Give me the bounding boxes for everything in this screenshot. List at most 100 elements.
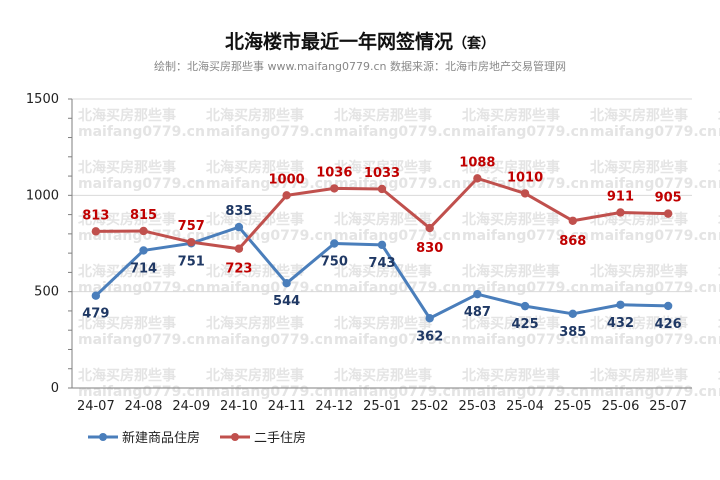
- x-tick-label: 25-03: [458, 399, 496, 414]
- data-point: [282, 191, 291, 200]
- watermark-url: maifang0779.cn: [718, 384, 720, 400]
- watermark-text: 北海买房那些事: [78, 315, 176, 332]
- watermark-text: 北海买房那些事: [206, 315, 304, 332]
- watermark-text: 北海买房那些事: [462, 263, 560, 280]
- watermark-text: 北海买房那些事: [590, 211, 688, 228]
- data-label: 479: [82, 307, 109, 322]
- watermark-text: 北海买房那些事: [462, 159, 560, 176]
- watermark-text: 北海买房那些事: [462, 315, 560, 332]
- grid-lines: [72, 98, 692, 293]
- watermark-url: maifang0779.cn: [590, 280, 717, 296]
- data-point: [282, 278, 291, 288]
- y-tick-label: 1500: [26, 92, 59, 107]
- data-point: [520, 189, 530, 198]
- watermark-url: maifang0779.cn: [718, 124, 720, 140]
- data-point: [663, 301, 673, 311]
- data-point: [663, 209, 673, 218]
- watermark-text: 北海买房那些事: [206, 367, 304, 384]
- data-point: [568, 309, 577, 319]
- watermark-text: 北海买房那些事: [718, 107, 720, 124]
- data-label: 830: [416, 241, 443, 256]
- axes: 0 500 1000 1500 24-07 24-08 24-09 24-10 24-11 24-…: [26, 92, 692, 414]
- data-point: [187, 237, 196, 247]
- y-tick-label: 0: [51, 381, 59, 396]
- watermark-text: 北海买房那些事: [206, 159, 304, 176]
- data-point: [425, 314, 434, 323]
- x-tick-label: 24-12: [315, 399, 353, 414]
- data-label: 813: [82, 208, 109, 223]
- data-label: 1033: [364, 166, 400, 181]
- data-label: 757: [178, 219, 205, 234]
- watermark-url: maifang0779.cn: [462, 332, 589, 348]
- data-label: 743: [368, 256, 395, 271]
- chart-title-unit: （套）: [453, 36, 495, 52]
- data-point: [377, 184, 387, 194]
- watermark-url: maifang0779.cn: [590, 228, 717, 244]
- y-tick-label: 500: [34, 285, 59, 300]
- data-label: 815: [130, 208, 157, 223]
- legend-label: 新建商品住房: [122, 430, 200, 446]
- watermark-url: maifang0779.cn: [334, 332, 461, 348]
- x-tick-label: 25-07: [649, 399, 687, 414]
- watermark-text: 北海买房那些事: [590, 159, 688, 176]
- x-tick-label: 25-01: [363, 399, 401, 414]
- watermark-url: maifang0779.cn: [78, 124, 205, 140]
- watermark-text: 北海买房那些事: [206, 107, 304, 124]
- watermark-text: 北海买房那些事: [206, 211, 304, 228]
- data-point: [425, 223, 434, 233]
- watermark-text: 北海买房那些事: [462, 367, 560, 384]
- watermark-url: maifang0779.cn: [718, 176, 720, 192]
- watermark-url: maifang0779.cn: [462, 384, 589, 400]
- watermark-url: maifang0779.cn: [718, 228, 720, 244]
- watermark-url: maifang0779.cn: [334, 124, 461, 140]
- data-point: [91, 291, 101, 300]
- watermark-url: maifang0779.cn: [334, 384, 461, 400]
- watermark-text: 北海买房那些事: [718, 159, 720, 176]
- x-tick-label: 24-11: [268, 399, 306, 414]
- watermark-text: 北海买房那些事: [590, 107, 688, 124]
- data-label: 426: [655, 317, 682, 332]
- data-label: 432: [607, 316, 634, 331]
- data-label: 1010: [507, 170, 543, 185]
- data-point: [139, 246, 148, 255]
- watermark-url: maifang0779.cn: [590, 332, 717, 348]
- data-point: [330, 184, 339, 193]
- x-tick-label: 24-09: [172, 399, 210, 414]
- watermark-url: maifang0779.cn: [590, 124, 717, 140]
- chart-subtitle: 绘制：北海买房那些事 www.maifang0779.cn 数据来源：北海市房地…: [153, 60, 567, 73]
- watermark-text: 北海买房那些事: [78, 159, 176, 176]
- watermark-text: 北海买房那些事: [78, 211, 176, 228]
- data-point: [520, 301, 530, 311]
- watermark-url: maifang0779.cn: [462, 176, 589, 192]
- x-tick-label: 25-06: [602, 399, 640, 414]
- series-points: [91, 174, 673, 323]
- watermark-text: 北海买房那些事: [78, 263, 176, 280]
- data-label: 487: [464, 305, 491, 320]
- watermark-text: 北海买房那些事: [206, 263, 304, 280]
- data-label: 723: [225, 262, 252, 277]
- data-point: [616, 208, 625, 217]
- watermark-text: 北海买房那些事: [78, 107, 176, 124]
- watermark-url: maifang0779.cn: [590, 176, 717, 192]
- x-tick-label: 24-07: [77, 399, 115, 414]
- x-tick-label: 24-08: [125, 399, 163, 414]
- watermark-text: 北海买房那些事: [334, 211, 432, 228]
- watermark-url: maifang0779.cn: [206, 384, 333, 400]
- legend-label: 二手住房: [254, 430, 306, 446]
- watermark-text: 北海买房那些事: [334, 107, 432, 124]
- watermark-text: 北海买房那些事: [718, 315, 720, 332]
- watermark-text: 北海买房那些事: [590, 263, 688, 280]
- watermark-url: maifang0779.cn: [334, 280, 461, 296]
- data-label: 750: [321, 255, 348, 270]
- legend-swatch-marker: [231, 433, 239, 441]
- data-point: [568, 216, 577, 225]
- data-label: 1000: [269, 172, 305, 187]
- data-point: [473, 289, 482, 299]
- watermark-url: maifang0779.cn: [462, 228, 589, 244]
- watermark-url: maifang0779.cn: [718, 332, 720, 348]
- y-tick-label: 1000: [26, 188, 59, 203]
- data-point: [91, 227, 101, 236]
- watermark-url: maifang0779.cn: [206, 176, 333, 192]
- data-label: 544: [273, 294, 300, 309]
- watermark-url: maifang0779.cn: [206, 124, 333, 140]
